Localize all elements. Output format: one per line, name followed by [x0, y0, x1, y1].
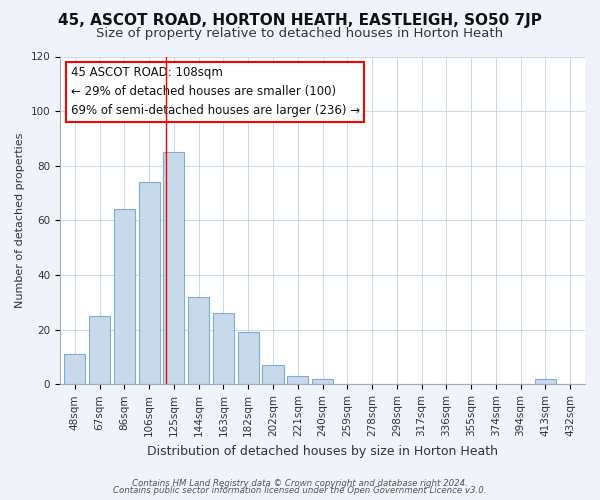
Y-axis label: Number of detached properties: Number of detached properties [15, 132, 25, 308]
Bar [312, 379, 333, 384]
Bar [114, 210, 135, 384]
Bar [163, 152, 184, 384]
Bar [535, 379, 556, 384]
X-axis label: Distribution of detached houses by size in Horton Heath: Distribution of detached houses by size … [147, 444, 498, 458]
Text: 45, ASCOT ROAD, HORTON HEATH, EASTLEIGH, SO50 7JP: 45, ASCOT ROAD, HORTON HEATH, EASTLEIGH,… [58, 12, 542, 28]
Bar [287, 376, 308, 384]
Bar [64, 354, 85, 384]
Text: 45 ASCOT ROAD: 108sqm
← 29% of detached houses are smaller (100)
69% of semi-det: 45 ASCOT ROAD: 108sqm ← 29% of detached … [71, 66, 359, 118]
Bar [238, 332, 259, 384]
Bar [89, 316, 110, 384]
Text: Size of property relative to detached houses in Horton Heath: Size of property relative to detached ho… [97, 28, 503, 40]
Bar [188, 297, 209, 384]
Bar [139, 182, 160, 384]
Text: Contains HM Land Registry data © Crown copyright and database right 2024.: Contains HM Land Registry data © Crown c… [132, 478, 468, 488]
Text: Contains public sector information licensed under the Open Government Licence v3: Contains public sector information licen… [113, 486, 487, 495]
Bar [213, 314, 234, 384]
Bar [262, 365, 284, 384]
